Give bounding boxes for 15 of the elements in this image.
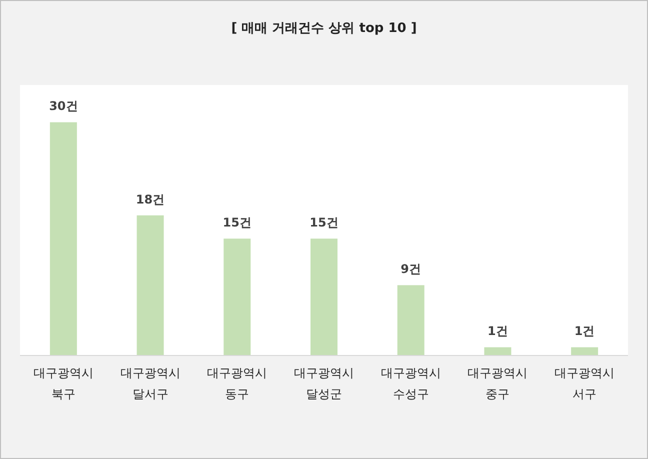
data-label: 30건 <box>49 99 78 114</box>
x-tick-label: 대구광역시 동구 <box>207 366 268 401</box>
x-tick-label: 대구광역시 달성군 <box>294 366 354 401</box>
chart-title: [ 매매 거래건수 상위 top 10 ] <box>231 21 417 36</box>
data-label: 18건 <box>136 192 165 206</box>
data-label: 1건 <box>488 324 508 338</box>
x-tick-label: 대구광역시 중구 <box>468 366 528 401</box>
data-label: 15건 <box>310 216 338 230</box>
x-tick-label: 대구광역시 수성구 <box>380 366 441 401</box>
x-tick-label: 대구광역시 서구 <box>554 366 615 401</box>
data-label: 1건 <box>574 324 595 338</box>
data-label: 9건 <box>400 262 422 276</box>
data-label: 15건 <box>222 216 252 230</box>
x-tick-label: 대구광역시 북구 <box>33 366 94 401</box>
x-tick-label: 대구광역시 달서구 <box>120 366 180 401</box>
